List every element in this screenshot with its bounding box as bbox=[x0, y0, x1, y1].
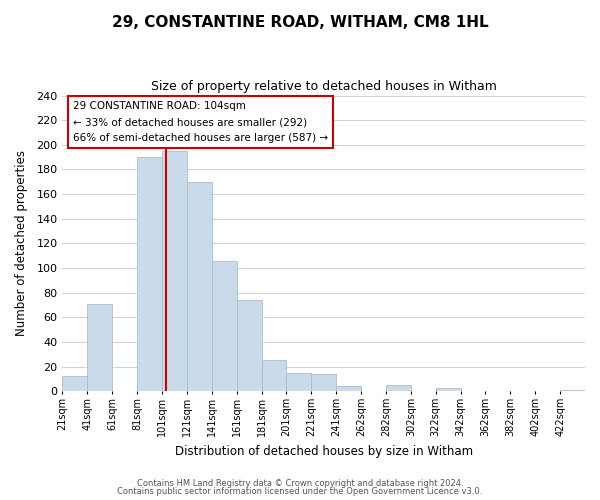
Bar bbox=[560, 390, 585, 391]
Bar bbox=[262, 360, 286, 391]
Bar bbox=[212, 260, 236, 391]
Bar bbox=[236, 300, 262, 391]
Bar bbox=[386, 385, 411, 391]
Bar bbox=[62, 376, 88, 391]
Text: 29 CONSTANTINE ROAD: 104sqm
← 33% of detached houses are smaller (292)
66% of se: 29 CONSTANTINE ROAD: 104sqm ← 33% of det… bbox=[73, 102, 328, 142]
Bar bbox=[436, 388, 461, 391]
Bar bbox=[286, 373, 311, 391]
Bar bbox=[137, 157, 162, 391]
Y-axis label: Number of detached properties: Number of detached properties bbox=[15, 150, 28, 336]
Title: Size of property relative to detached houses in Witham: Size of property relative to detached ho… bbox=[151, 80, 497, 93]
Text: 29, CONSTANTINE ROAD, WITHAM, CM8 1HL: 29, CONSTANTINE ROAD, WITHAM, CM8 1HL bbox=[112, 15, 488, 30]
X-axis label: Distribution of detached houses by size in Witham: Distribution of detached houses by size … bbox=[175, 444, 473, 458]
Bar bbox=[187, 182, 212, 391]
Bar bbox=[336, 386, 361, 391]
Text: Contains HM Land Registry data © Crown copyright and database right 2024.: Contains HM Land Registry data © Crown c… bbox=[137, 478, 463, 488]
Bar bbox=[162, 151, 187, 391]
Bar bbox=[88, 304, 112, 391]
Bar bbox=[311, 374, 336, 391]
Text: Contains public sector information licensed under the Open Government Licence v3: Contains public sector information licen… bbox=[118, 487, 482, 496]
